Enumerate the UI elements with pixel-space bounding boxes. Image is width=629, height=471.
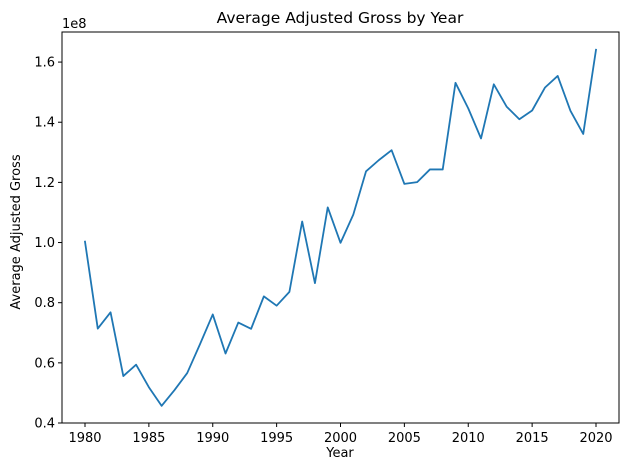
plot-frame	[61, 31, 620, 424]
y-tick-label: 0.4	[34, 417, 55, 432]
x-axis-title: Year	[325, 446, 354, 461]
y-tick-label: 1.4	[34, 116, 55, 131]
y-tick-label: 1.6	[34, 56, 55, 71]
y-offset-label: 1e8	[62, 17, 87, 32]
series-line	[83, 48, 598, 407]
y-axis-title: Average Adjusted Gross	[9, 154, 24, 309]
y-tick-label: 1.0	[34, 236, 55, 251]
x-tick-label: 2010	[452, 431, 485, 446]
x-tick-label: 1990	[196, 431, 229, 446]
x-tick-label: 1980	[68, 431, 101, 446]
chart-title: Average Adjusted Gross by Year	[217, 9, 464, 27]
x-tick-label: 2005	[388, 431, 421, 446]
x-tick-label: 2020	[579, 431, 612, 446]
x-tick-label: 2015	[516, 431, 549, 446]
x-tick-label: 2000	[324, 431, 357, 446]
plot-area: 1980 1985 1990 1995 2000 2005 2010 2015 2020 0.4 0…	[34, 31, 620, 446]
y-tick-label: 0.6	[34, 356, 55, 371]
y-tick-label: 1.2	[34, 176, 55, 191]
x-tick-label: 1995	[260, 431, 293, 446]
x-tick-label: 1985	[132, 431, 165, 446]
y-tick-label: 0.8	[34, 296, 55, 311]
